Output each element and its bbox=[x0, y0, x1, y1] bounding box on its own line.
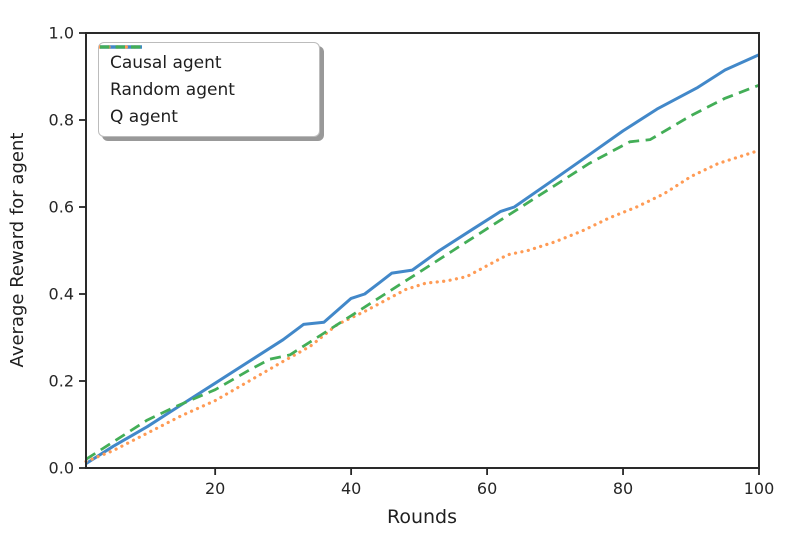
legend-label: Causal agent bbox=[110, 52, 222, 73]
x-tick-label: 20 bbox=[205, 479, 225, 498]
series-line-q-agent bbox=[85, 83, 760, 461]
legend-item-causal-agent: Causal agent bbox=[100, 45, 309, 75]
x-tick-label: 100 bbox=[744, 479, 775, 498]
y-tick-label: 0.2 bbox=[49, 372, 74, 391]
legend-label: Q agent bbox=[110, 106, 178, 127]
y-tick-label: 0.4 bbox=[49, 285, 74, 304]
series-layer bbox=[84, 53, 761, 465]
legend-label: Random agent bbox=[110, 79, 235, 100]
y-axis-label: Average Reward for agent bbox=[7, 133, 28, 368]
x-axis-label: Rounds bbox=[387, 506, 457, 528]
y-tick-label: 0.6 bbox=[49, 198, 74, 217]
x-tick-label: 60 bbox=[477, 479, 497, 498]
plot-spines bbox=[85, 32, 760, 469]
series-line-causal-agent bbox=[85, 53, 760, 465]
legend-item-random-agent: Random agent bbox=[99, 45, 309, 102]
legend-item-q-agent: Q agent bbox=[100, 45, 309, 129]
y-tick-label: 0.0 bbox=[49, 459, 74, 478]
x-tick-label: 40 bbox=[341, 479, 361, 498]
series-line-random-agent bbox=[84, 148, 761, 464]
y-tick-label: 0.8 bbox=[49, 111, 74, 130]
y-tick-label: 1.0 bbox=[49, 24, 74, 43]
legend-line-sample-dashed bbox=[100, 45, 142, 49]
x-tick-label: 80 bbox=[613, 479, 633, 498]
legend-box: Causal agent Random agent Q agent bbox=[98, 42, 320, 137]
axes-layer: 20 40 60 80 100 0.0 0.2 0.4 0.6 0.8 1.0 bbox=[49, 24, 775, 499]
